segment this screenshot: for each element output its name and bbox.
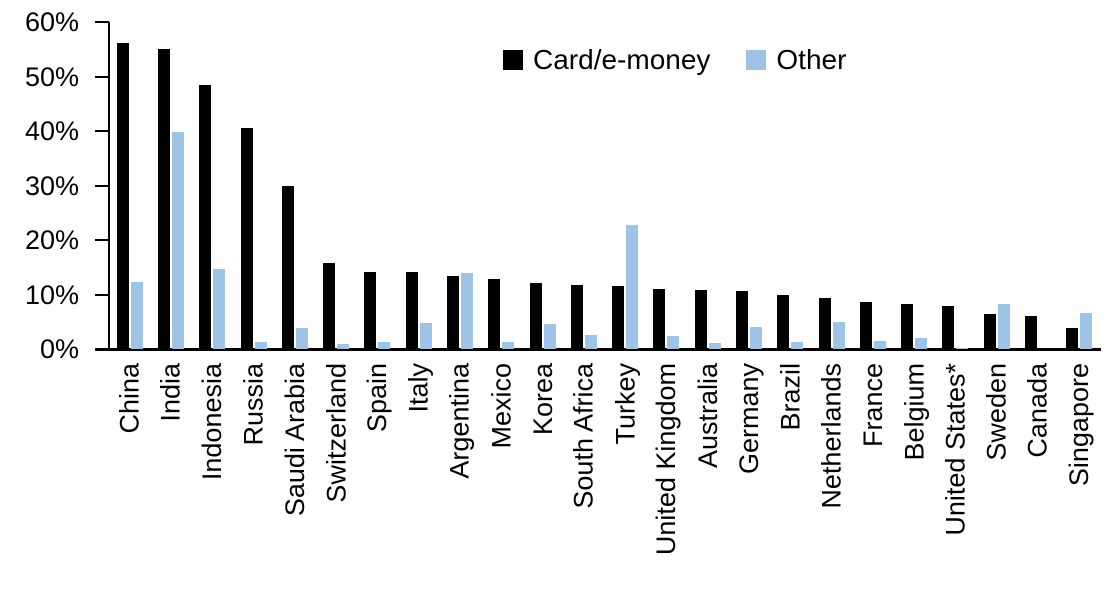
bar-other-spain (378, 342, 391, 349)
card-e-money-swatch-icon (503, 50, 523, 70)
bar-card-e-money-korea (529, 282, 542, 349)
x-axis-label: United Kingdom (651, 363, 682, 556)
x-axis-label: Indonesia (197, 363, 228, 481)
bar-card-e-money-south-africa (570, 285, 583, 349)
x-axis-label: Sweden (981, 363, 1012, 461)
x-axis-label: Belgium (899, 363, 930, 461)
bar-other-germany (750, 326, 763, 349)
x-axis-label: Canada (1023, 363, 1054, 458)
bar-card-e-money-china (116, 42, 129, 349)
x-axis-label: South Africa (568, 363, 599, 509)
x-axis-label: Germany (734, 363, 765, 475)
bar-card-e-money-united-states- (942, 305, 955, 349)
bar-card-e-money-sweden (983, 313, 996, 349)
bar-card-e-money-canada (1025, 316, 1038, 349)
x-axis-label: Turkey (610, 363, 641, 445)
bar-card-e-money-russia (240, 127, 253, 349)
bar-card-e-money-germany (736, 291, 749, 349)
bar-card-e-money-spain (364, 271, 377, 349)
bar-other-brazil (791, 342, 804, 349)
bar-other-argentina (460, 273, 473, 349)
bar-card-e-money-italy (405, 272, 418, 349)
legend-label-card-e-money: Card/e-money (533, 44, 711, 75)
bar-other-saudi-arabia (295, 327, 308, 349)
x-axis-label: Australia (692, 363, 723, 469)
x-axis-label: Switzerland (321, 363, 352, 503)
bar-other-italy (419, 323, 432, 349)
y-axis-tick-label: 0% (39, 334, 79, 364)
bar-card-e-money-united-kingdom (653, 288, 666, 349)
bar-card-e-money-saudi-arabia (281, 186, 294, 349)
y-axis-tick (95, 130, 109, 132)
bar-other-united-kingdom (667, 335, 680, 349)
bar-card-e-money-turkey (612, 285, 625, 349)
plot-area (109, 22, 1100, 349)
bar-other-korea (543, 323, 556, 349)
legend-label-other: Other (776, 44, 847, 75)
bar-other-belgium (915, 337, 928, 349)
bar-other-france (873, 340, 886, 349)
bar-card-e-money-netherlands (818, 298, 831, 349)
bar-card-e-money-brazil (777, 294, 790, 349)
y-axis-tick-label: 10% (24, 279, 79, 310)
x-axis-label: Korea (527, 363, 558, 436)
bar-other-china (130, 281, 143, 349)
bar-other-sweden (997, 304, 1010, 349)
bar-card-e-money-argentina (446, 275, 459, 349)
bar-card-e-money-indonesia (199, 85, 212, 349)
x-axis-label: Netherlands (816, 363, 847, 509)
y-axis-tick (95, 293, 109, 296)
y-axis-tick (95, 75, 109, 78)
y-axis-tick (95, 184, 109, 187)
x-axis-label: Mexico (486, 363, 517, 449)
bar-other-india (171, 132, 184, 349)
x-axis-label: India (155, 363, 186, 422)
y-axis-tick-label: 60% (24, 7, 79, 37)
x-axis-label: France (857, 363, 888, 448)
x-axis-label: Brazil (775, 363, 806, 431)
y-axis-tick (95, 348, 109, 350)
bar-card-e-money-mexico (488, 278, 501, 349)
x-axis-label: Russia (238, 363, 269, 446)
legend-item-other: Other (746, 44, 846, 76)
x-axis-label: Italy (403, 363, 434, 413)
legend: Card/e-money Other (503, 44, 846, 76)
bar-other-singapore (1080, 312, 1093, 349)
bar-card-e-money-india (157, 49, 170, 349)
bar-other-russia (254, 342, 267, 349)
x-axis-label: United States* (940, 363, 971, 536)
bar-other-mexico (502, 341, 515, 349)
bar-other-netherlands (832, 322, 845, 349)
bar-other-united-states- (956, 347, 969, 349)
bar-card-e-money-australia (694, 289, 707, 349)
bar-other-south-africa (584, 335, 597, 349)
legend-item-card-e-money: Card/e-money (503, 44, 710, 76)
bar-other-switzerland (337, 344, 350, 349)
bar-card-e-money-france (859, 301, 872, 349)
y-axis-tick-label: 50% (24, 61, 79, 92)
y-axis-tick-label: 20% (24, 225, 79, 255)
bar-card-e-money-singapore (1066, 327, 1079, 349)
x-axis-label: Saudi Arabia (279, 363, 310, 517)
x-axis-label: Singapore (1064, 363, 1095, 487)
x-axis-label: China (114, 363, 145, 434)
y-axis-tick-label: 40% (24, 116, 79, 146)
bar-other-indonesia (213, 269, 226, 349)
bar-other-turkey (626, 225, 639, 349)
bar-card-e-money-switzerland (323, 263, 336, 349)
y-axis-tick-label: 30% (24, 170, 79, 201)
y-axis-tick (95, 239, 109, 241)
x-axis-label: Argentina (444, 363, 475, 479)
bar-card-e-money-belgium (901, 304, 914, 349)
x-axis-line (95, 348, 1101, 351)
bar-other-australia (708, 343, 721, 349)
other-swatch-icon (746, 50, 767, 70)
x-axis-label: Spain (362, 363, 393, 433)
y-axis-tick (95, 21, 109, 23)
y-axis-line (108, 22, 110, 349)
